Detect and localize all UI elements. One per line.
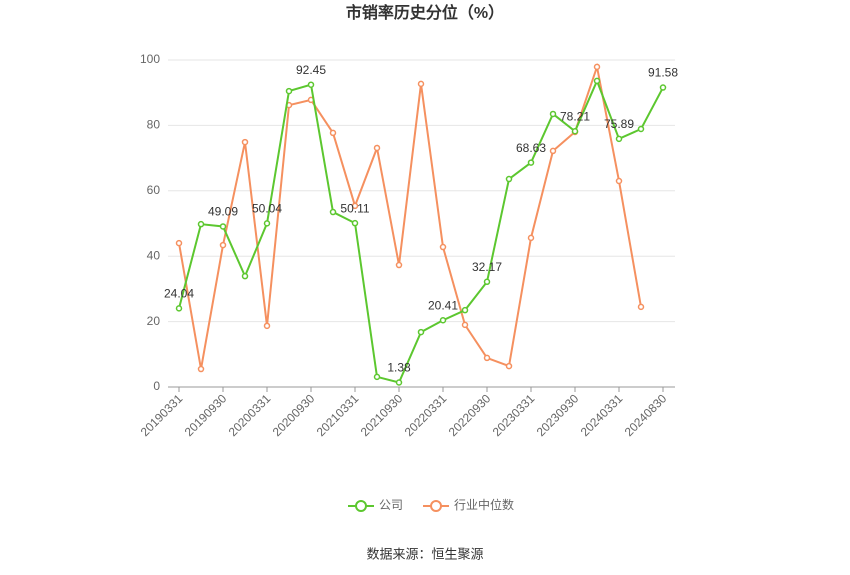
data-point bbox=[395, 261, 403, 269]
x-tick-label: 20230331 bbox=[490, 391, 538, 439]
data-point bbox=[439, 317, 447, 324]
data-point bbox=[285, 87, 293, 95]
x-tick-label: 20200331 bbox=[226, 391, 274, 439]
x-tick-label: 20190930 bbox=[182, 391, 230, 439]
data-label: 32.17 bbox=[472, 260, 502, 274]
legend-marker bbox=[355, 500, 367, 512]
data-point bbox=[505, 362, 513, 370]
series-line bbox=[178, 62, 642, 370]
data-point bbox=[549, 110, 557, 118]
x-tick-label: 20210331 bbox=[314, 391, 362, 439]
data-point bbox=[483, 354, 491, 362]
data-label: 24.04 bbox=[164, 287, 194, 301]
data-point bbox=[549, 147, 557, 155]
data-point bbox=[329, 208, 337, 216]
data-label: 75.89 bbox=[604, 117, 634, 131]
data-point bbox=[329, 129, 337, 137]
legend-marker bbox=[430, 500, 443, 512]
data-point bbox=[615, 135, 623, 143]
legend-label: 公司 bbox=[379, 498, 403, 512]
data-point bbox=[263, 220, 271, 227]
x-tick-label: 20240830 bbox=[622, 391, 670, 439]
data-point bbox=[175, 239, 183, 247]
data-point bbox=[439, 243, 447, 251]
y-tick-label: 20 bbox=[147, 314, 161, 328]
data-point bbox=[505, 175, 513, 183]
data-point bbox=[527, 159, 535, 166]
data-point bbox=[197, 365, 205, 373]
data-point bbox=[241, 272, 249, 280]
data-point bbox=[593, 63, 601, 71]
data-point bbox=[483, 278, 491, 286]
data-point bbox=[593, 77, 601, 85]
data-point bbox=[637, 125, 645, 133]
data-point bbox=[527, 234, 535, 242]
data-point bbox=[175, 305, 183, 312]
data-point bbox=[263, 322, 271, 330]
x-tick-label: 20220930 bbox=[446, 391, 494, 439]
x-tick-label: 20210930 bbox=[358, 391, 406, 439]
data-label: 1.38 bbox=[387, 361, 411, 375]
data-label: 50.11 bbox=[340, 201, 369, 215]
data-label: 92.45 bbox=[296, 63, 326, 77]
data-point bbox=[417, 80, 425, 88]
data-point bbox=[637, 303, 645, 311]
data-point bbox=[417, 328, 425, 336]
data-label: 50.04 bbox=[252, 202, 282, 216]
data-point bbox=[197, 220, 205, 228]
data-point bbox=[461, 306, 469, 314]
data-point bbox=[615, 177, 623, 185]
data-point bbox=[373, 373, 381, 381]
y-tick-label: 60 bbox=[147, 183, 161, 197]
y-tick-label: 0 bbox=[153, 379, 160, 393]
data-point bbox=[219, 241, 227, 249]
data-point bbox=[351, 219, 359, 227]
data-label: 49.09 bbox=[208, 205, 238, 219]
legend-label: 行业中位数 bbox=[454, 497, 514, 512]
data-label: 91.58 bbox=[648, 66, 678, 80]
data-point bbox=[373, 144, 381, 152]
chart-title: 市销率历史分位（%） bbox=[346, 3, 504, 22]
x-tick-label: 20230930 bbox=[534, 391, 582, 439]
data-point bbox=[571, 128, 579, 135]
data-point bbox=[395, 379, 403, 386]
x-tick-label: 20200930 bbox=[270, 391, 318, 439]
y-tick-label: 100 bbox=[140, 52, 160, 66]
data-point bbox=[659, 84, 667, 91]
data-label: 20.41 bbox=[428, 298, 458, 312]
y-tick-label: 80 bbox=[147, 118, 161, 132]
data-label: 68.63 bbox=[516, 141, 546, 155]
legend-item: 公司 bbox=[348, 498, 403, 512]
series-line bbox=[178, 78, 664, 384]
legend-item: 行业中位数 bbox=[423, 497, 514, 512]
x-tick-label: 20190331 bbox=[138, 391, 186, 439]
y-tick-label: 40 bbox=[147, 248, 161, 262]
data-label: 78.21 bbox=[560, 109, 590, 123]
x-tick-label: 20220331 bbox=[402, 391, 450, 439]
x-tick-label: 20240331 bbox=[578, 391, 626, 439]
data-point bbox=[241, 138, 249, 146]
source-note: 数据来源：恒生聚源 bbox=[366, 546, 483, 561]
data-point bbox=[307, 81, 315, 88]
data-point bbox=[219, 223, 227, 230]
data-point bbox=[461, 321, 469, 329]
data-point bbox=[351, 202, 359, 210]
